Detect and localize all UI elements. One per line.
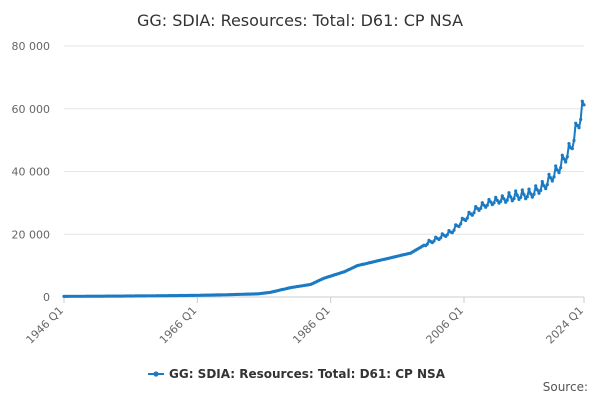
y-axis: 0 20 000 40 000 60 000 80 000 [12, 40, 51, 304]
data-point [547, 172, 551, 176]
data-point [560, 153, 564, 157]
data-point [522, 193, 526, 197]
data-point [574, 121, 578, 125]
x-tick-label: 1966 Q1 [157, 304, 200, 347]
x-tick-label: 1986 Q1 [290, 304, 333, 347]
data-point [457, 224, 461, 229]
data-point [465, 216, 469, 220]
data-point [562, 157, 566, 161]
data-point [495, 198, 499, 202]
x-tick-label: 2024 Q1 [544, 304, 587, 347]
data-point [504, 200, 508, 204]
data-point [540, 180, 544, 184]
data-point [529, 192, 533, 196]
data-point [507, 191, 511, 195]
data-point [549, 176, 553, 180]
data-point [554, 164, 558, 168]
data-point [487, 197, 491, 202]
x-tick-label: 2006 Q1 [424, 304, 467, 347]
data-point [519, 195, 523, 199]
data-point [564, 160, 568, 164]
data-point [565, 155, 569, 159]
source-label: Source: [542, 380, 588, 394]
data-point [452, 228, 456, 232]
data-point [459, 222, 463, 226]
data-point [539, 188, 543, 192]
data-point [425, 242, 429, 246]
data-point [550, 179, 554, 183]
data-point [485, 203, 489, 207]
legend[interactable]: GG: SDIA: Resources: Total: D61: CP NSA [148, 367, 446, 381]
data-point [439, 236, 443, 240]
series-layer [62, 99, 586, 298]
data-point [567, 142, 571, 146]
legend-label[interactable]: GG: SDIA: Resources: Total: D61: CP NSA [169, 367, 446, 381]
data-point [510, 199, 514, 203]
data-point [580, 99, 584, 103]
data-point [479, 206, 483, 210]
data-point [445, 233, 449, 237]
data-point [499, 199, 503, 203]
data-point [579, 117, 583, 122]
data-point [545, 183, 549, 187]
data-point [557, 171, 561, 175]
data-point [537, 191, 541, 195]
data-point [530, 195, 534, 199]
data-point [432, 239, 436, 243]
data-point [502, 197, 506, 201]
data-point [509, 195, 513, 199]
grid [64, 45, 584, 298]
series-line [64, 100, 585, 298]
data-point [505, 198, 509, 202]
data-point [489, 200, 493, 204]
data-point [470, 213, 474, 217]
x-axis: 1946 Q1 1966 Q1 1986 Q1 2006 Q1 2024 Q1 [24, 296, 587, 347]
data-point [555, 168, 559, 172]
data-point [450, 231, 454, 235]
data-point [480, 201, 484, 205]
data-point [515, 193, 519, 197]
data-point [494, 195, 498, 199]
data-point [512, 197, 516, 201]
data-point [464, 218, 468, 223]
data-point [520, 188, 524, 192]
data-point [532, 192, 536, 196]
y-tick-label: 80 000 [12, 40, 51, 53]
data-point [552, 175, 556, 179]
x-tick-label: 1946 Q1 [24, 304, 67, 347]
data-point [500, 194, 504, 198]
data-point [572, 138, 576, 143]
y-tick-label: 60 000 [12, 103, 51, 116]
chart-title: GG: SDIA: Resources: Total: D61: CP NSA [137, 11, 463, 30]
data-point [544, 187, 548, 191]
data-point [514, 189, 518, 193]
data-point [492, 201, 496, 205]
data-point [570, 147, 574, 151]
y-tick-label: 40 000 [12, 166, 51, 179]
y-tick-label: 0 [43, 291, 50, 304]
data-point [534, 184, 538, 188]
data-point [577, 126, 581, 130]
data-point [575, 123, 579, 128]
data-point [525, 195, 529, 199]
data-point [527, 187, 531, 191]
y-tick-label: 20 000 [12, 228, 51, 241]
data-point [582, 103, 586, 107]
data-point [535, 188, 539, 192]
legend-marker-icon [153, 371, 159, 377]
data-point [542, 184, 546, 188]
data-point [472, 211, 476, 215]
data-point [559, 166, 563, 170]
